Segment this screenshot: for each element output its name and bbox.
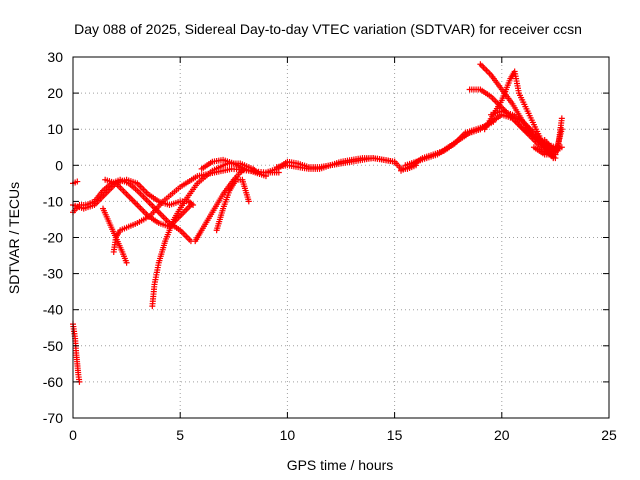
data-point (187, 202, 194, 209)
series-arc-1 (70, 321, 83, 385)
x-tick-label: 0 (69, 427, 77, 443)
data-series (70, 61, 565, 385)
x-axis-label: GPS time / hours (287, 457, 394, 473)
y-axis-label: SDTVAR / TECUs (6, 182, 22, 294)
y-axis-ticks: -70 -60 -50 -40 -30 -20 -10 0 10 20 30 (43, 49, 609, 426)
x-axis-ticks: 0 5 10 15 20 25 (69, 57, 617, 443)
x-tick-label: 25 (601, 427, 617, 443)
data-point (123, 259, 130, 266)
data-point (558, 115, 565, 122)
y-tick-label: 0 (55, 157, 63, 173)
series-arc-7 (102, 176, 194, 230)
y-tick-label: -60 (43, 374, 63, 390)
series-arc-4 (70, 176, 197, 212)
x-tick-label: 10 (280, 427, 296, 443)
data-point (74, 178, 81, 185)
y-tick-label: -20 (43, 230, 63, 246)
chart-title: Day 088 of 2025, Sidereal Day-to-day VTE… (74, 21, 582, 37)
x-tick-label: 5 (176, 427, 184, 443)
series-arc-9 (192, 165, 248, 245)
data-point (245, 198, 252, 205)
y-tick-label: -50 (43, 338, 63, 354)
series-arc-6 (100, 205, 130, 266)
series-arc-22 (541, 115, 565, 154)
y-tick-label: -40 (43, 302, 63, 318)
x-tick-label: 15 (387, 427, 403, 443)
x-tick-label: 20 (494, 427, 510, 443)
series-arc-13 (273, 155, 398, 172)
series-arc-11 (198, 156, 269, 180)
y-tick-label: -10 (43, 193, 63, 209)
series-arc-2 (70, 178, 81, 187)
y-tick-label: -30 (43, 266, 63, 282)
y-tick-label: 30 (47, 49, 63, 65)
series-arc-10 (213, 176, 252, 234)
data-point (391, 158, 398, 165)
y-tick-label: -70 (43, 410, 63, 426)
y-tick-label: 20 (47, 85, 63, 101)
y-tick-label: 10 (47, 121, 63, 137)
series-arc-3 (70, 176, 194, 245)
